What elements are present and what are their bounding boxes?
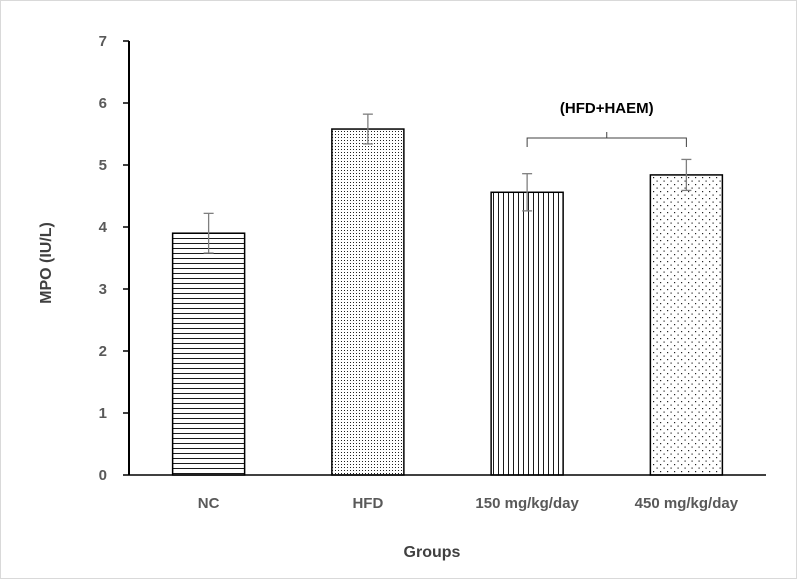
bar-3	[649, 174, 724, 476]
error-bar-0	[203, 212, 214, 254]
y-tick-label: 2	[99, 343, 107, 360]
y-tick-label: 4	[99, 219, 108, 236]
bars	[171, 128, 724, 476]
x-axis-tick-labels: NC HFD 150 mg/kg/day 450 mg/kg/day	[198, 495, 739, 512]
y-tick-label: 1	[99, 405, 107, 422]
error-bar-2	[522, 173, 533, 212]
y-tick-label: 5	[99, 157, 107, 174]
y-tick-label: 6	[99, 95, 107, 112]
x-tick-label-1: HFD	[352, 495, 383, 512]
y-tick-label: 0	[99, 467, 107, 484]
y-tick-label: 7	[99, 33, 107, 50]
group-annotation: (HFD+HAEM)	[526, 100, 687, 147]
x-tick-label-3: 450 mg/kg/day	[635, 495, 739, 512]
bar-1	[331, 128, 405, 476]
y-axis-title: MPO (IU/L)	[38, 222, 55, 304]
error-bars	[203, 113, 692, 254]
group-bracket	[526, 132, 687, 147]
error-bar-1	[362, 113, 373, 145]
y-tick-label: 3	[99, 281, 107, 298]
group-label: (HFD+HAEM)	[560, 100, 654, 117]
error-bar-3	[681, 158, 692, 192]
bar-0	[171, 232, 246, 476]
bar-2	[490, 191, 564, 476]
x-tick-label-2: 150 mg/kg/day	[475, 495, 579, 512]
x-tick-label-0: NC	[198, 495, 220, 512]
y-axis-ticks: 0 1 2 3 4 5 6 7	[99, 33, 129, 484]
x-axis-title: Groups	[404, 544, 461, 561]
